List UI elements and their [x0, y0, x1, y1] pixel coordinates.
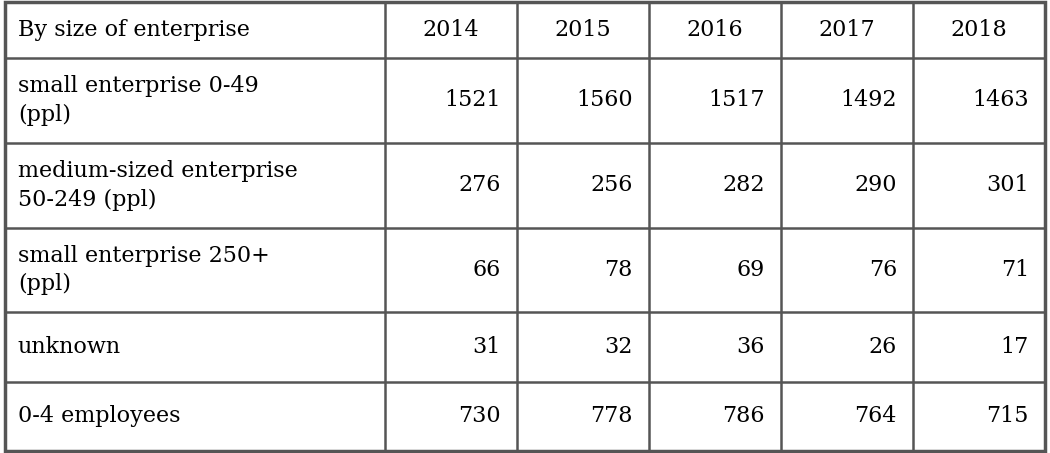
Text: 715: 715 [987, 405, 1029, 427]
Text: unknown: unknown [18, 336, 121, 358]
Text: 2018: 2018 [950, 19, 1007, 41]
Text: 290: 290 [855, 174, 897, 196]
Text: 17: 17 [1001, 336, 1029, 358]
Text: medium-sized enterprise
50-249 (ppl): medium-sized enterprise 50-249 (ppl) [18, 160, 297, 211]
Text: 76: 76 [868, 259, 897, 281]
Text: 2017: 2017 [818, 19, 875, 41]
Text: small enterprise 0-49
(ppl): small enterprise 0-49 (ppl) [18, 75, 258, 126]
Text: 282: 282 [722, 174, 765, 196]
Text: 71: 71 [1001, 259, 1029, 281]
Text: 1492: 1492 [840, 89, 897, 111]
Text: 301: 301 [986, 174, 1029, 196]
Text: 1521: 1521 [444, 89, 501, 111]
Text: 764: 764 [855, 405, 897, 427]
Text: 36: 36 [737, 336, 765, 358]
Text: 730: 730 [458, 405, 501, 427]
Text: 1463: 1463 [972, 89, 1029, 111]
Text: 0-4 employees: 0-4 employees [18, 405, 181, 427]
Text: 31: 31 [472, 336, 501, 358]
Text: 256: 256 [590, 174, 633, 196]
Text: 69: 69 [737, 259, 765, 281]
Text: 2016: 2016 [687, 19, 743, 41]
Text: 786: 786 [722, 405, 765, 427]
Text: By size of enterprise: By size of enterprise [18, 19, 250, 41]
Text: 2014: 2014 [422, 19, 479, 41]
Text: 276: 276 [459, 174, 501, 196]
Text: 26: 26 [868, 336, 897, 358]
Text: 2015: 2015 [554, 19, 611, 41]
Text: 778: 778 [590, 405, 633, 427]
Text: 78: 78 [605, 259, 633, 281]
Text: 1517: 1517 [709, 89, 765, 111]
Text: 32: 32 [605, 336, 633, 358]
Text: 1560: 1560 [576, 89, 633, 111]
Text: small enterprise 250+
(ppl): small enterprise 250+ (ppl) [18, 245, 270, 295]
Text: 66: 66 [472, 259, 501, 281]
